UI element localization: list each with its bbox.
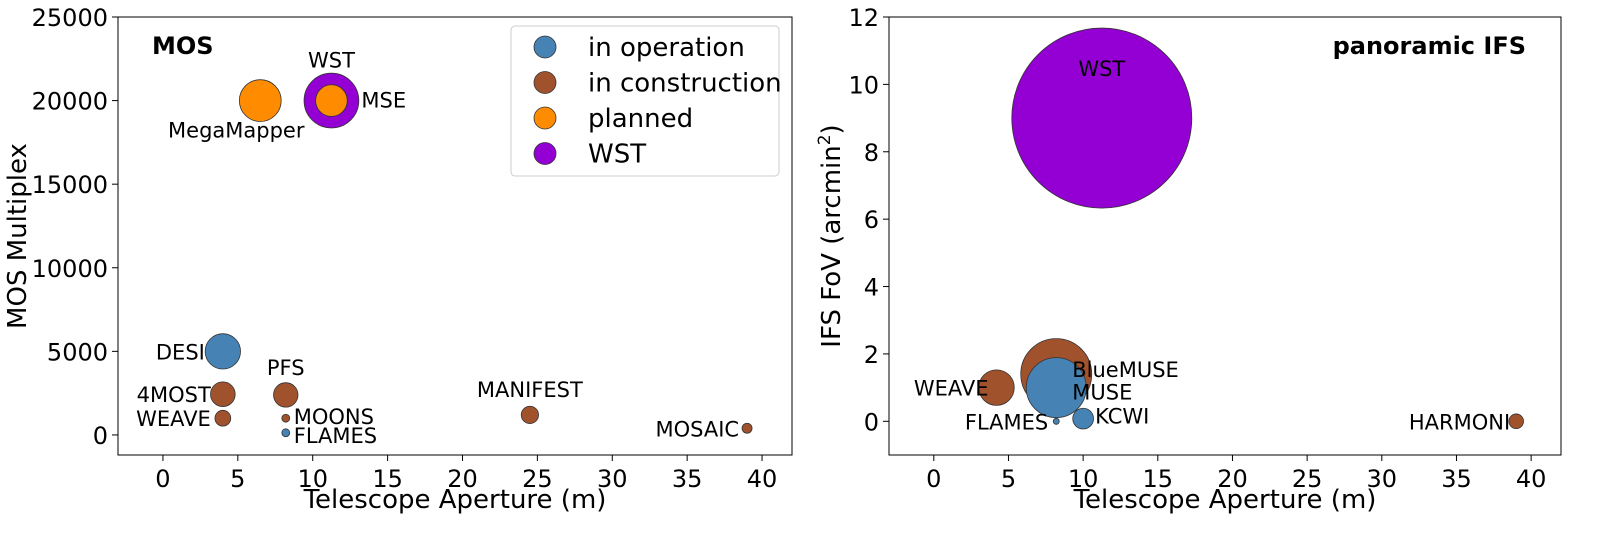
data-point-kcwi bbox=[1072, 407, 1094, 430]
x-tick-label: 25 bbox=[1292, 465, 1323, 493]
x-axis-label: Telescope Aperture (m) bbox=[303, 485, 607, 515]
plot-frame bbox=[888, 16, 1562, 456]
data-point-megamapper bbox=[238, 79, 282, 122]
y-tick-label: 15000 bbox=[32, 171, 108, 199]
legend-label: WST bbox=[588, 140, 646, 170]
y-tick-label: 10 bbox=[848, 71, 879, 99]
point-label-desi: DESI bbox=[156, 340, 205, 364]
data-point-manifest bbox=[520, 405, 539, 424]
legend-marker bbox=[533, 35, 557, 59]
y-axis-label-superscript: 2 bbox=[815, 134, 835, 145]
x-tick-label: 20 bbox=[1217, 465, 1248, 493]
panel-title: MOS bbox=[152, 32, 214, 60]
data-point-mosaic bbox=[741, 422, 753, 434]
data-point-harmoni bbox=[1508, 413, 1524, 430]
y-tick-label: 12 bbox=[848, 4, 879, 32]
point-label-harmoni: HARMONI bbox=[1409, 410, 1510, 434]
point-label-manifest: MANIFEST bbox=[477, 378, 583, 402]
y-axis-label-main: IFS FoV (arcmin bbox=[817, 145, 847, 347]
legend-label: in operation bbox=[588, 33, 745, 63]
x-tick-label: 0 bbox=[155, 465, 170, 493]
point-label-wst: WST bbox=[1078, 57, 1125, 81]
y-tick-label: 25000 bbox=[32, 4, 108, 32]
legend-marker bbox=[533, 142, 557, 165]
point-label-flames: FLAMES bbox=[965, 410, 1048, 434]
x-axis-label: Telescope Aperture (m) bbox=[1073, 485, 1377, 515]
y-tick-label: 4 bbox=[864, 274, 879, 302]
point-label-muse: MUSE bbox=[1072, 381, 1132, 405]
x-tick-label: 15 bbox=[372, 465, 403, 493]
x-tick-label: 5 bbox=[230, 465, 245, 493]
x-tick-label: 10 bbox=[1068, 465, 1099, 493]
plot-frame bbox=[117, 16, 793, 456]
point-label-flames: FLAMES bbox=[294, 424, 377, 448]
data-point-pfs bbox=[273, 382, 299, 408]
y-tick-label: 0 bbox=[93, 422, 108, 450]
data-point-weave bbox=[978, 369, 1015, 406]
y-tick-label: 0 bbox=[864, 408, 879, 436]
x-tick-label: 40 bbox=[1516, 465, 1547, 493]
x-tick-label: 0 bbox=[926, 465, 941, 493]
data-point-moons bbox=[281, 413, 291, 423]
y-tick-label: 6 bbox=[864, 206, 879, 234]
data-point-4most bbox=[210, 381, 236, 407]
y-axis-label-end: ) bbox=[817, 124, 847, 134]
y-tick-label: 5000 bbox=[47, 338, 108, 366]
data-point-weave bbox=[214, 409, 232, 427]
y-axis-label: IFS FoV (arcmin2) bbox=[815, 124, 847, 347]
x-tick-label: 30 bbox=[597, 465, 628, 493]
data-point-muse bbox=[1025, 357, 1087, 419]
data-point-flames bbox=[281, 428, 291, 438]
legend-marker bbox=[533, 71, 557, 94]
x-tick-label: 30 bbox=[1367, 465, 1398, 493]
legend-label: in construction bbox=[588, 69, 782, 99]
data-point-desi bbox=[204, 333, 241, 370]
y-tick-label: 10000 bbox=[32, 255, 108, 283]
legend-marker bbox=[533, 106, 557, 130]
y-tick-label: 20000 bbox=[32, 88, 108, 116]
point-label-weave: WEAVE bbox=[914, 377, 989, 401]
data-point-mse bbox=[315, 84, 348, 117]
x-tick-label: 15 bbox=[1143, 465, 1174, 493]
point-label-kcwi: KCWI bbox=[1095, 405, 1149, 429]
x-tick-label: 10 bbox=[297, 465, 328, 493]
point-label-megamapper: MegaMapper bbox=[168, 119, 305, 143]
point-label-4most: 4MOST bbox=[137, 383, 211, 407]
x-tick-label: 20 bbox=[447, 465, 478, 493]
x-tick-label: 5 bbox=[1001, 465, 1016, 493]
y-tick-label: 8 bbox=[864, 139, 879, 167]
x-tick-label: 25 bbox=[522, 465, 553, 493]
point-label-moons: MOONS bbox=[294, 405, 374, 429]
x-tick-label: 35 bbox=[672, 465, 703, 493]
legend: in operation in construction planned WST bbox=[510, 25, 782, 177]
point-label-bluemuse: BlueMUSE bbox=[1072, 358, 1179, 382]
y-tick-label: 2 bbox=[864, 341, 879, 369]
x-tick-label: 40 bbox=[747, 465, 778, 493]
point-label-mosaic: MOSAIC bbox=[655, 417, 739, 441]
legend-frame bbox=[510, 25, 780, 177]
x-tick-label: 35 bbox=[1441, 465, 1472, 493]
data-point-flames bbox=[1052, 417, 1060, 425]
y-axis-label: MOS Multiplex bbox=[3, 143, 33, 329]
point-label-weave: WEAVE bbox=[136, 407, 211, 431]
point-label-pfs: PFS bbox=[267, 356, 305, 380]
data-point-wst bbox=[1011, 27, 1193, 209]
legend-label: planned bbox=[588, 104, 693, 134]
point-label-mse: MSE bbox=[361, 89, 406, 113]
panel-title: panoramic IFS bbox=[1333, 32, 1526, 60]
point-label-wst: WST bbox=[308, 49, 355, 73]
